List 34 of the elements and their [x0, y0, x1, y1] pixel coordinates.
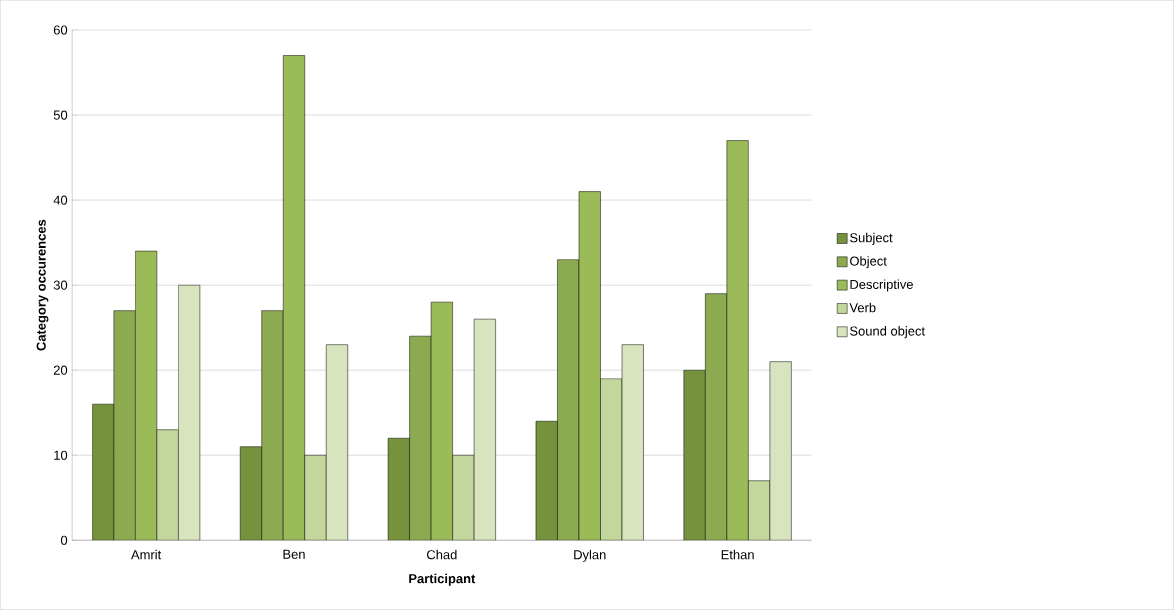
x-tick-label: Ethan — [721, 549, 754, 560]
y-tick-label: 20 — [53, 365, 68, 375]
bar — [683, 370, 706, 541]
bar — [769, 361, 792, 541]
legend-label: Object — [850, 256, 887, 269]
legend-label: Verb — [849, 302, 876, 313]
y-tick-label: 50 — [53, 110, 68, 120]
bar — [430, 302, 453, 541]
y-axis-title: Category occurences — [36, 219, 49, 351]
x-tick-label: Amrit — [131, 549, 162, 560]
y-tick-label: 0 — [60, 535, 68, 545]
bar — [726, 140, 749, 541]
bar — [387, 438, 410, 541]
legend-label: Sound object — [850, 326, 925, 339]
y-tick-label: 10 — [54, 450, 68, 460]
legend-label: Descriptive — [850, 279, 913, 292]
bar — [92, 404, 115, 541]
bar — [135, 251, 158, 541]
x-axis-title: Participant — [409, 573, 476, 586]
y-tick-label: 60 — [53, 25, 68, 35]
bar — [326, 344, 349, 541]
bar — [473, 319, 496, 541]
x-tick-label: Dylan — [574, 549, 606, 563]
x-tick-label: Chad — [427, 549, 457, 560]
bar — [239, 446, 262, 541]
legend-label: Subject — [850, 232, 893, 246]
y-tick-label: 40 — [53, 195, 68, 205]
x-tick-label: Ben — [283, 549, 305, 559]
bar — [535, 421, 558, 541]
y-tick-label: 30 — [53, 280, 68, 290]
bar — [282, 55, 305, 541]
bar — [621, 344, 644, 541]
bar — [578, 191, 601, 541]
bar — [178, 285, 201, 541]
